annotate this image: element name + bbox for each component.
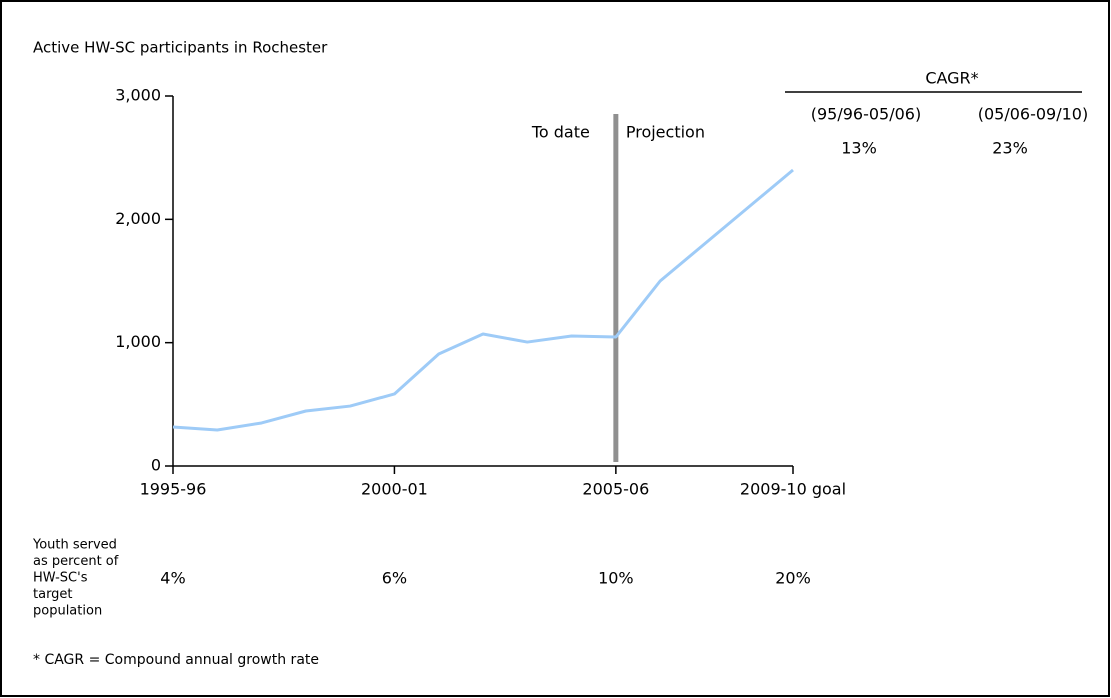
cagr-value: 23% (992, 139, 1028, 158)
row-label: HW-SC's (33, 571, 88, 586)
x-tick-label: 1995-96 (140, 480, 207, 499)
y-tick-label: 1,000 (115, 332, 161, 351)
y-tick-label: 2,000 (115, 209, 161, 228)
footnote: * CAGR = Compound annual growth rate (33, 652, 319, 668)
row-label: target (33, 587, 73, 602)
row-label: Youth served (32, 538, 117, 553)
divider-label: Projection (626, 123, 705, 142)
chart-title: Active HW-SC participants in Rochester (33, 39, 328, 57)
x-tick-label: 2000-01 (361, 480, 428, 499)
cagr-period: (95/96-05/06) (811, 105, 921, 124)
row-value: 10% (598, 569, 634, 588)
y-tick-label: 0 (151, 456, 161, 475)
row-value: 20% (775, 569, 811, 588)
cagr-period: (05/06-09/10) (978, 105, 1088, 124)
cagr-title: CAGR* (925, 69, 978, 88)
x-tick-label: 2005-06 (582, 480, 649, 499)
row-value: 6% (382, 569, 407, 588)
y-tick-label: 3,000 (115, 86, 161, 105)
row-label: as percent of (33, 554, 119, 569)
row-value: 4% (160, 569, 185, 588)
cagr-value: 13% (841, 139, 877, 158)
divider-label: To date (531, 123, 590, 142)
row-label: population (33, 604, 102, 619)
x-tick-label: 2009-10 goal (740, 480, 846, 499)
series-line (172, 168, 794, 432)
